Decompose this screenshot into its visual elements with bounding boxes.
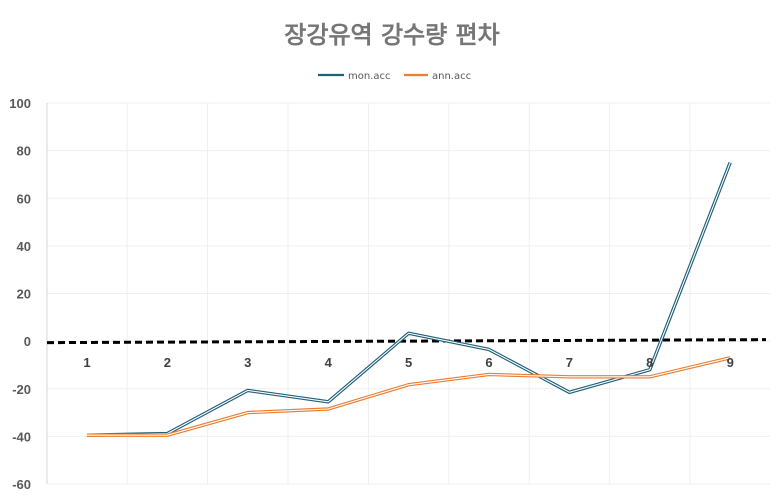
series-line-inner (86, 162, 731, 436)
legend-label-mon-acc: mon.acc (348, 71, 391, 82)
x-axis-ticks: 1 2 3 4 5 6 7 8 9 (83, 355, 733, 370)
x-tick-label: 5 (405, 355, 412, 370)
y-tick-label: -40 (12, 429, 31, 444)
y-tick-label: 40 (17, 239, 31, 254)
y-tick-label: -20 (12, 382, 31, 397)
x-tick-label: 3 (244, 355, 251, 370)
x-tick-label: 7 (566, 355, 573, 370)
x-tick-label: 6 (485, 355, 492, 370)
y-tick-label: 0 (24, 334, 31, 349)
legend: mon.acc ann.acc (318, 71, 471, 82)
series-ann-acc (86, 356, 731, 437)
y-tick-label: 80 (17, 144, 31, 159)
chart-title: 장강유역 강수량 편차 (284, 21, 499, 49)
series-mon-acc (86, 161, 732, 437)
y-tick-label: 20 (17, 287, 31, 302)
y-axis-ticks: 100 80 60 40 20 0 -20 -40 -60 (9, 96, 31, 492)
horizontal-gridlines (47, 102, 770, 485)
legend-label-ann-acc: ann.acc (432, 71, 471, 82)
series-line-outer (86, 161, 732, 437)
x-tick-label: 4 (325, 355, 333, 370)
x-tick-label: 8 (646, 355, 653, 370)
x-tick-label: 1 (83, 355, 90, 370)
series-layer (86, 161, 732, 437)
y-tick-label: 60 (17, 191, 31, 206)
y-tick-label: -60 (12, 477, 31, 492)
zero-reference-line (46, 338, 767, 345)
x-tick-label: 2 (164, 355, 171, 370)
y-tick-label: 100 (9, 96, 31, 111)
x-tick-label: 9 (727, 355, 734, 370)
